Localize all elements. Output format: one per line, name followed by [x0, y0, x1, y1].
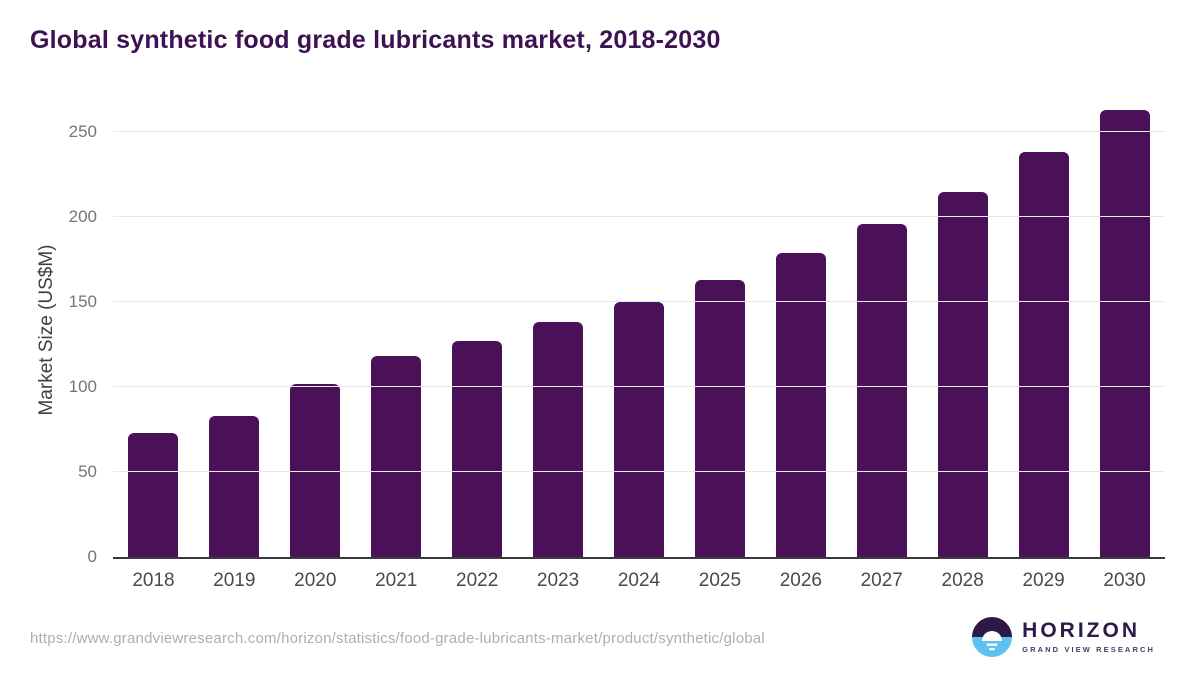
- bar-slot-2021: [356, 100, 437, 557]
- y-tick-label-200: 200: [68, 207, 97, 226]
- source-url: https://www.grandviewresearch.com/horizo…: [30, 630, 765, 647]
- bar-slot-2028: [922, 100, 1003, 557]
- bar-slot-2025: [679, 100, 760, 557]
- bar-2019: [209, 415, 260, 557]
- bar-2020: [290, 383, 341, 557]
- x-tick-label-2020: 2020: [294, 570, 337, 591]
- bar-slot-2019: [194, 100, 275, 557]
- bar-2030: [1099, 109, 1150, 557]
- y-tick-label-250: 250: [68, 122, 97, 141]
- bar-2024: [613, 302, 664, 557]
- horizon-logo-brand: HORIZON: [1022, 619, 1140, 643]
- x-tick-label-2022: 2022: [456, 570, 499, 591]
- bar-2022: [452, 341, 503, 557]
- x-tick-label-2027: 2027: [860, 570, 903, 591]
- x-tick-label-2019: 2019: [213, 570, 256, 591]
- horizon-logo-tagline: GRAND VIEW RESEARCH: [1022, 644, 1155, 654]
- x-axis-labels: 2018 2019 2020 2021 2022 2023 2024 2025 2026 2027…: [113, 570, 1165, 592]
- x-tick-label-2021: 2021: [375, 570, 418, 591]
- bar-slot-2029: [1003, 100, 1084, 557]
- gridline-100: [113, 386, 1165, 387]
- horizon-logo-icon: [972, 617, 1013, 657]
- bar-slot-2023: [518, 100, 599, 557]
- gridline-250: [113, 131, 1165, 132]
- gridline-50: [113, 471, 1165, 472]
- y-tick-label-50: 50: [78, 462, 97, 481]
- x-tick-label-2028: 2028: [941, 570, 984, 591]
- horizon-logo-text-block: HORIZON GRAND VIEW RESEARCH: [1022, 619, 1155, 654]
- gridline-200: [113, 216, 1165, 217]
- bar-2021: [371, 356, 422, 557]
- bars-row: [113, 100, 1165, 557]
- bar-slot-2022: [437, 100, 518, 557]
- bar-2026: [775, 252, 826, 557]
- gridline-150: [113, 301, 1165, 302]
- bar-slot-2018: [113, 100, 194, 557]
- y-tick-label-100: 100: [68, 377, 97, 396]
- bar-2029: [1018, 152, 1069, 557]
- x-tick-label-2023: 2023: [536, 570, 580, 591]
- bar-slot-2024: [599, 100, 680, 557]
- bar-2027: [856, 223, 907, 557]
- x-tick-label-2024: 2024: [617, 570, 661, 591]
- bar-2025: [694, 279, 745, 557]
- x-tick-label-2026: 2026: [779, 570, 822, 591]
- bar-slot-2026: [760, 100, 841, 557]
- chart-title: Global synthetic food grade lubricants m…: [30, 26, 721, 54]
- bar-slot-2027: [841, 100, 922, 557]
- x-tick-label-2018: 2018: [132, 570, 175, 591]
- bar-2028: [937, 191, 988, 557]
- x-tick-label-2025: 2025: [698, 570, 742, 591]
- horizon-logo: HORIZON GRAND VIEW RESEARCH: [972, 617, 1155, 657]
- y-tick-label-0: 0: [87, 547, 97, 566]
- bar-2018: [128, 432, 179, 557]
- bar-slot-2020: [275, 100, 356, 557]
- bar-slot-2030: [1084, 100, 1165, 557]
- y-tick-label-150: 150: [68, 292, 97, 311]
- x-tick-label-2030: 2030: [1103, 570, 1146, 591]
- y-axis-label: Market Size (US$M): [36, 244, 57, 416]
- x-tick-label-2029: 2029: [1022, 570, 1065, 591]
- plot-area: 2018 2019 2020 2021 2022 2023 2024 2025 2026 2027…: [69, 100, 1165, 591]
- bar-2023: [533, 322, 584, 557]
